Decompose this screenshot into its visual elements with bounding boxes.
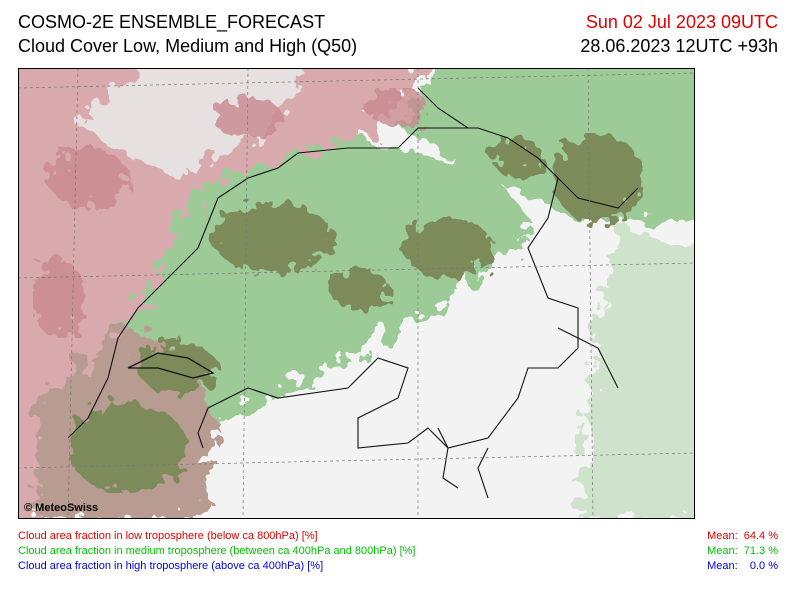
legend-mean: Mean: 71.3 % xyxy=(707,545,778,557)
legend-mean: Mean: 0.0 % xyxy=(707,560,778,572)
legend-label: Cloud area fraction in medium tropospher… xyxy=(18,545,416,557)
copyright: © MeteoSwiss xyxy=(24,502,98,514)
legend-label: Cloud area fraction in low troposphere (… xyxy=(18,530,318,542)
map-frame xyxy=(18,68,695,519)
title: COSMO-2E ENSEMBLE_FORECAST xyxy=(18,12,326,32)
cloud-map: © MeteoSwiss xyxy=(18,68,695,519)
subtitle: Cloud Cover Low, Medium and High (Q50) xyxy=(18,36,358,56)
cloud-field xyxy=(18,68,695,519)
borders xyxy=(67,87,639,499)
grid-lines xyxy=(18,68,695,519)
valid-time: Sun 02 Jul 2023 09UTC xyxy=(585,12,778,32)
legend-label: Cloud area fraction in high troposphere … xyxy=(18,560,324,572)
run-time: 28.06.2023 12UTC +93h xyxy=(580,36,778,56)
legend-mean: Mean: 64.4 % xyxy=(707,530,778,542)
